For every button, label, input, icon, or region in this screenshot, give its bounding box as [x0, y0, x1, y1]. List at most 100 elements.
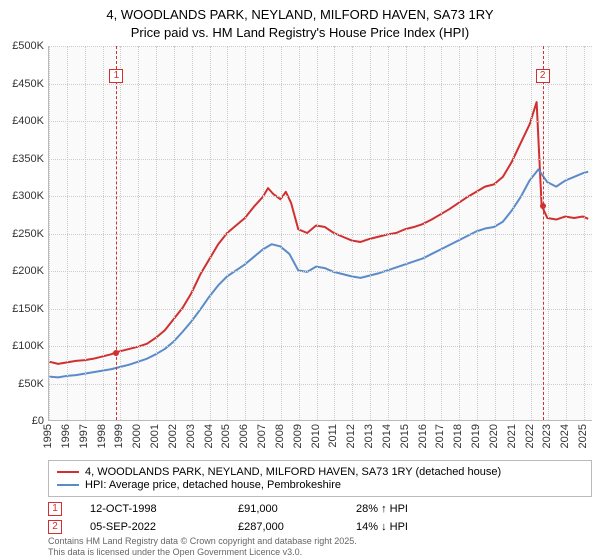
y-gridline — [49, 46, 592, 47]
x-gridline — [210, 46, 211, 420]
x-tick-label: 2007 — [256, 424, 268, 448]
sale-dot — [540, 203, 546, 209]
x-tick-label: 2019 — [470, 424, 482, 448]
title-line2: Price paid vs. HM Land Registry's House … — [0, 24, 600, 42]
event-date-2: 05-SEP-2022 — [90, 521, 210, 533]
x-tick-label: 2010 — [310, 424, 322, 448]
legend-row-hpi: HPI: Average price, detached house, Pemb… — [57, 479, 583, 491]
x-tick-label: 2000 — [131, 424, 143, 448]
x-tick-label: 2014 — [381, 424, 393, 448]
x-gridline — [459, 46, 460, 420]
x-gridline — [281, 46, 282, 420]
x-tick-label: 1996 — [60, 424, 72, 448]
event-line — [543, 46, 544, 420]
chart-container: 4, WOODLANDS PARK, NEYLAND, MILFORD HAVE… — [0, 0, 600, 560]
x-gridline — [192, 46, 193, 420]
y-gridline — [49, 121, 592, 122]
event-marker-box: 2 — [536, 69, 550, 83]
legend-label-price: 4, WOODLANDS PARK, NEYLAND, MILFORD HAVE… — [85, 466, 501, 478]
event-row-1: 1 12-OCT-1998 £91,000 28% ↑ HPI — [48, 500, 592, 518]
y-tick-label: £500K — [12, 40, 44, 52]
event-marker-2: 2 — [48, 520, 62, 534]
x-tick-label: 2009 — [292, 424, 304, 448]
event-marker-box: 1 — [109, 69, 123, 83]
events-table: 1 12-OCT-1998 £91,000 28% ↑ HPI 2 05-SEP… — [48, 500, 592, 536]
x-tick-label: 2008 — [274, 424, 286, 448]
event-row-2: 2 05-SEP-2022 £287,000 14% ↓ HPI — [48, 518, 592, 536]
x-tick-label: 2017 — [434, 424, 446, 448]
y-tick-label: £300K — [12, 190, 44, 202]
event-delta-2: 14% ↓ HPI — [356, 521, 476, 533]
legend-box: 4, WOODLANDS PARK, NEYLAND, MILFORD HAVE… — [48, 460, 592, 497]
x-tick-label: 2020 — [488, 424, 500, 448]
x-tick-label: 2012 — [345, 424, 357, 448]
x-tick-label: 2022 — [524, 424, 536, 448]
x-gridline — [67, 46, 68, 420]
x-tick-label: 2011 — [327, 424, 339, 448]
x-gridline — [477, 46, 478, 420]
x-tick-label: 2023 — [541, 424, 553, 448]
x-tick-label: 2015 — [399, 424, 411, 448]
x-tick-label: 1999 — [113, 424, 125, 448]
y-tick-label: £350K — [12, 153, 44, 165]
x-tick-label: 2003 — [185, 424, 197, 448]
chart-title-block: 4, WOODLANDS PARK, NEYLAND, MILFORD HAVE… — [0, 6, 600, 41]
x-tick-label: 2005 — [220, 424, 232, 448]
x-gridline — [156, 46, 157, 420]
x-tick-label: 1998 — [96, 424, 108, 448]
y-gridline — [49, 346, 592, 347]
event-price-1: £91,000 — [238, 503, 328, 515]
sale-dot — [113, 350, 119, 356]
y-tick-label: £250K — [12, 228, 44, 240]
x-gridline — [495, 46, 496, 420]
x-gridline — [334, 46, 335, 420]
x-gridline — [317, 46, 318, 420]
x-gridline — [49, 46, 50, 420]
y-gridline — [49, 234, 592, 235]
y-tick-label: £50K — [18, 378, 44, 390]
copyright-block: Contains HM Land Registry data © Crown c… — [48, 536, 592, 558]
x-tick-label: 2013 — [363, 424, 375, 448]
x-gridline — [370, 46, 371, 420]
y-gridline — [49, 84, 592, 85]
x-tick-label: 1995 — [42, 424, 54, 448]
x-tick-label: 2016 — [417, 424, 429, 448]
x-gridline — [566, 46, 567, 420]
legend-label-hpi: HPI: Average price, detached house, Pemb… — [85, 479, 341, 491]
y-gridline — [49, 196, 592, 197]
x-gridline — [227, 46, 228, 420]
x-gridline — [548, 46, 549, 420]
event-price-2: £287,000 — [238, 521, 328, 533]
x-gridline — [441, 46, 442, 420]
x-gridline — [263, 46, 264, 420]
event-date-1: 12-OCT-1998 — [90, 503, 210, 515]
legend-swatch-price — [57, 471, 79, 473]
legend-swatch-hpi — [57, 484, 79, 486]
x-tick-label: 2006 — [238, 424, 250, 448]
x-tick-label: 2021 — [506, 424, 518, 448]
y-gridline — [49, 309, 592, 310]
x-gridline — [138, 46, 139, 420]
x-gridline — [85, 46, 86, 420]
x-gridline — [245, 46, 246, 420]
x-gridline — [584, 46, 585, 420]
y-gridline — [49, 159, 592, 160]
x-gridline — [513, 46, 514, 420]
x-tick-label: 1997 — [78, 424, 90, 448]
y-tick-label: £400K — [12, 115, 44, 127]
y-gridline — [49, 384, 592, 385]
y-gridline — [49, 271, 592, 272]
copyright-line1: Contains HM Land Registry data © Crown c… — [48, 536, 592, 547]
x-gridline — [352, 46, 353, 420]
y-tick-label: £200K — [12, 265, 44, 277]
x-tick-label: 2024 — [559, 424, 571, 448]
x-tick-label: 2025 — [577, 424, 589, 448]
title-line1: 4, WOODLANDS PARK, NEYLAND, MILFORD HAVE… — [0, 6, 600, 24]
y-tick-label: £450K — [12, 78, 44, 90]
x-gridline — [531, 46, 532, 420]
x-gridline — [103, 46, 104, 420]
legend-row-price: 4, WOODLANDS PARK, NEYLAND, MILFORD HAVE… — [57, 466, 583, 478]
event-marker-1: 1 — [48, 502, 62, 516]
copyright-line2: This data is licensed under the Open Gov… — [48, 547, 592, 558]
x-tick-label: 2018 — [452, 424, 464, 448]
